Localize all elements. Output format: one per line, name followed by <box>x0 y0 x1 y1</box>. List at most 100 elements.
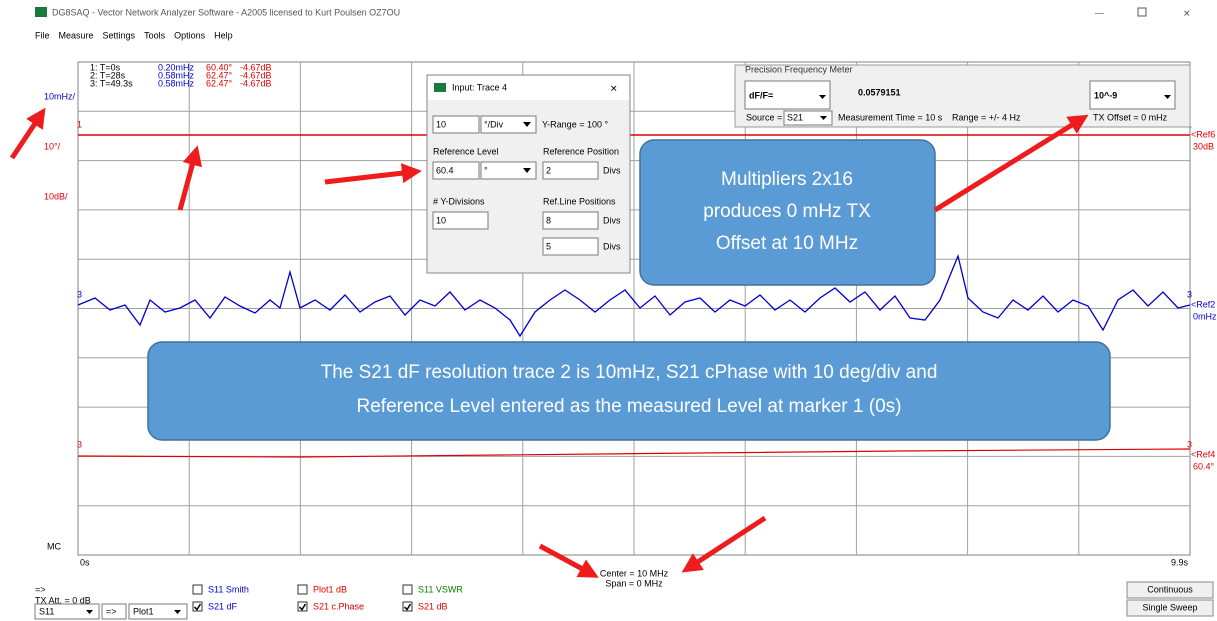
close[interactable]: ✕ <box>1183 8 1191 18</box>
marker-cell: 0.20mHz <box>158 62 195 72</box>
ref-level-unit-select[interactable] <box>480 161 537 180</box>
arrow <box>681 515 767 573</box>
trace-tag: 3 <box>77 289 82 299</box>
go: => <box>106 606 117 616</box>
arrow <box>177 145 203 211</box>
callout-line: produces 0 mHz TX <box>703 201 871 222</box>
axis-start: 0s <box>80 557 90 567</box>
check-mark <box>193 603 202 611</box>
source-label: Source = <box>746 112 782 122</box>
checkboxes: S11 Smith S21 dF Plot1 dB S21 c.Phase S11 VS… <box>192 584 463 612</box>
ydiv-label: # Y-Divisions <box>433 196 485 206</box>
exponent: 10^-9 <box>1094 90 1117 100</box>
source-select[interactable] <box>783 110 833 126</box>
menu-bar: File Measure Settings Tools Options Help <box>35 30 233 40</box>
marker-cell: 0.58mHz <box>158 70 195 80</box>
marker-cell: -4.67dB <box>240 78 272 88</box>
marker-cell: -4.67dB <box>240 70 272 80</box>
scale-label: 10mHz/ <box>44 91 76 101</box>
menu-item[interactable]: Tools <box>144 30 166 40</box>
button[interactable] <box>1126 581 1214 599</box>
minimize[interactable]: — <box>1095 7 1104 17</box>
checkbox[interactable] <box>402 584 413 595</box>
meas-time: Measurement Time = 10 s <box>838 112 943 122</box>
button[interactable] <box>1126 599 1214 617</box>
checkbox-label: S21 c.Phase <box>313 601 364 611</box>
ref-level: 30dB <box>1193 141 1214 151</box>
checkbox[interactable] <box>192 584 203 595</box>
trace-tag: 1 <box>77 119 82 129</box>
ref-level-unit: ° <box>484 165 488 175</box>
refline-label: Ref.Line Positions <box>543 196 616 206</box>
refline-2: 5 <box>546 241 551 251</box>
callout-line: The S21 dF resolution trace 2 is 10mHz, … <box>321 362 938 383</box>
go-button[interactable] <box>101 603 127 620</box>
ydiv-input[interactable] <box>432 211 489 230</box>
div-unit-select[interactable] <box>480 115 537 134</box>
trace-s21-db <box>77 448 1191 458</box>
ref-name: <Ref2 <box>1191 299 1215 309</box>
restore[interactable] <box>1137 7 1147 17</box>
port-select[interactable] <box>34 603 100 620</box>
arrow <box>538 543 599 578</box>
ydiv: 10 <box>436 215 446 225</box>
arrow-label: => <box>35 584 46 594</box>
menu-item[interactable]: Help <box>214 30 233 40</box>
div-unit: °/Div <box>484 119 504 129</box>
scale-label: 10dB/ <box>44 191 68 201</box>
ref-name: <Ref6 <box>1191 129 1215 139</box>
arrow <box>933 114 1089 213</box>
dialog-close[interactable]: ✕ <box>610 83 618 93</box>
marker-cell: 0.58mHz <box>158 78 195 88</box>
trace-s21-df <box>77 253 1191 338</box>
window-title: DG8SAQ - Vector Network Analyzer Softwar… <box>52 7 400 17</box>
dialog-titlebar <box>428 76 629 100</box>
mode: dF/F= <box>749 90 773 100</box>
menu-item[interactable]: File <box>35 30 50 40</box>
ref-pos-input[interactable] <box>542 161 599 180</box>
checkbox-label: S21 dB <box>418 601 448 611</box>
divs: Divs <box>603 215 621 225</box>
callout-line: Offset at 10 MHz <box>716 233 858 254</box>
scale-labels: 10mHz/10°/ 10dB/ <box>44 91 76 201</box>
menu-item[interactable]: Measure <box>59 30 94 40</box>
meter-value: 0.0579151 <box>858 87 901 97</box>
marker-cell: 62.47° <box>206 70 233 80</box>
ref-level: 60.4° <box>1193 461 1215 471</box>
marker-cell: 2: T=28s <box>90 70 126 80</box>
ref-level: 0mHz <box>1193 311 1217 321</box>
menu-item[interactable]: Settings <box>103 30 136 40</box>
mode-select[interactable] <box>744 80 831 110</box>
plot-select[interactable] <box>128 603 188 620</box>
checkbox-label: Plot1 dB <box>313 584 347 594</box>
refline-input[interactable] <box>542 211 599 230</box>
source: S21 <box>787 112 803 122</box>
port: S11 <box>39 606 54 616</box>
checkbox[interactable] <box>192 601 203 612</box>
checkbox[interactable] <box>297 584 308 595</box>
ref-name: <Ref4 <box>1191 449 1215 459</box>
checkbox-label: S11 VSWR <box>418 584 463 594</box>
div-input[interactable] <box>432 115 480 134</box>
arrow <box>9 107 46 160</box>
tx-att: TX Att. = 0 dB <box>35 595 91 605</box>
dialog-title: Input: Trace 4 <box>452 82 507 92</box>
axis-end: 9.9s <box>1171 557 1189 567</box>
trace-tag: 3 <box>77 439 82 449</box>
marker-cell: 60.40° <box>206 62 233 72</box>
ref-level-input[interactable] <box>432 161 480 180</box>
refline-1: 8 <box>546 215 551 225</box>
axis-center: Center = 10 MHz <box>600 568 669 578</box>
checkbox[interactable] <box>402 601 413 612</box>
scale-label: 10°/ <box>44 141 61 151</box>
frequency-meter: Precision Frequency Meter dF/F= 0.057915… <box>734 64 1191 128</box>
mc-label: MC <box>47 541 61 551</box>
ref-level-label: Reference Level <box>433 146 499 156</box>
exponent-select[interactable] <box>1089 80 1176 110</box>
ref-pos: 2 <box>546 165 551 175</box>
menu-item[interactable]: Options <box>174 30 206 40</box>
refline-input[interactable] <box>542 237 599 256</box>
checkbox[interactable] <box>297 601 308 612</box>
